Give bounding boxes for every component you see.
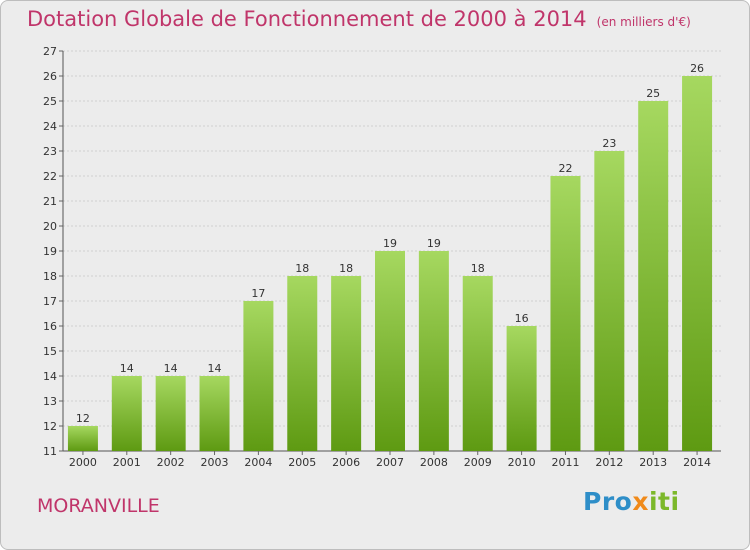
y-tick-label: 17 (43, 295, 57, 308)
data-label: 26 (690, 62, 704, 75)
y-tick-label: 20 (43, 220, 57, 233)
data-label: 16 (515, 312, 529, 325)
bar (199, 376, 230, 451)
bar (550, 176, 581, 451)
bar (111, 376, 142, 451)
bar (287, 276, 318, 451)
x-tick-label: 2014 (683, 456, 711, 469)
bar (462, 276, 493, 451)
logo-part-3: iti (648, 487, 680, 516)
chart-title: Dotation Globale de Fonctionnement de 20… (27, 7, 691, 31)
bar (682, 76, 713, 451)
bar (375, 251, 405, 451)
data-label: 18 (295, 262, 309, 275)
y-tick-label: 27 (43, 45, 57, 58)
bar (67, 426, 98, 451)
data-label: 12 (76, 412, 90, 425)
x-tick-label: 2002 (157, 456, 185, 469)
bar (331, 276, 362, 451)
chart-subtitle: (en milliers d'€) (596, 15, 691, 29)
y-tick-label: 23 (43, 145, 57, 158)
x-tick-label: 2008 (420, 456, 448, 469)
x-tick-label: 2006 (332, 456, 360, 469)
data-label: 14 (164, 362, 178, 375)
bar (594, 151, 625, 451)
bar (638, 101, 669, 451)
data-label: 17 (251, 287, 265, 300)
y-tick-label: 18 (43, 270, 57, 283)
data-label: 19 (383, 237, 397, 250)
data-label: 14 (208, 362, 222, 375)
x-tick-label: 2000 (69, 456, 97, 469)
x-tick-label: 2001 (113, 456, 141, 469)
x-tick-label: 2010 (508, 456, 536, 469)
y-tick-label: 21 (43, 195, 57, 208)
data-label: 14 (120, 362, 134, 375)
data-label: 18 (339, 262, 353, 275)
y-tick-label: 16 (43, 320, 57, 333)
y-tick-label: 14 (43, 370, 57, 383)
x-tick-label: 2012 (595, 456, 623, 469)
data-label: 23 (602, 137, 616, 150)
x-tick-label: 2013 (639, 456, 667, 469)
x-tick-label: 2007 (376, 456, 404, 469)
data-label: 25 (646, 87, 660, 100)
proxiti-logo: Proxiti (583, 487, 680, 516)
x-tick-label: 2003 (201, 456, 229, 469)
logo-part-2: x (632, 487, 649, 516)
x-tick-label: 2005 (288, 456, 316, 469)
y-tick-label: 26 (43, 70, 57, 83)
chart-title-text: Dotation Globale de Fonctionnement de 20… (27, 7, 587, 31)
y-tick-label: 19 (43, 245, 57, 258)
x-tick-label: 2009 (464, 456, 492, 469)
town-name: MORANVILLE (37, 495, 160, 517)
y-tick-label: 12 (43, 420, 57, 433)
x-tick-label: 2011 (551, 456, 579, 469)
x-tick-label: 2004 (244, 456, 272, 469)
data-label: 18 (471, 262, 485, 275)
y-tick-label: 25 (43, 95, 57, 108)
y-tick-label: 15 (43, 345, 57, 358)
bar (418, 251, 449, 451)
y-tick-label: 13 (43, 395, 57, 408)
y-tick-label: 24 (43, 120, 57, 133)
data-label: 19 (427, 237, 441, 250)
data-label: 22 (558, 162, 572, 175)
bar (155, 376, 186, 451)
y-tick-label: 11 (43, 445, 57, 458)
y-tick-label: 22 (43, 170, 57, 183)
bar (506, 326, 537, 451)
logo-part-1: Pro (583, 487, 633, 516)
bar (243, 301, 274, 451)
